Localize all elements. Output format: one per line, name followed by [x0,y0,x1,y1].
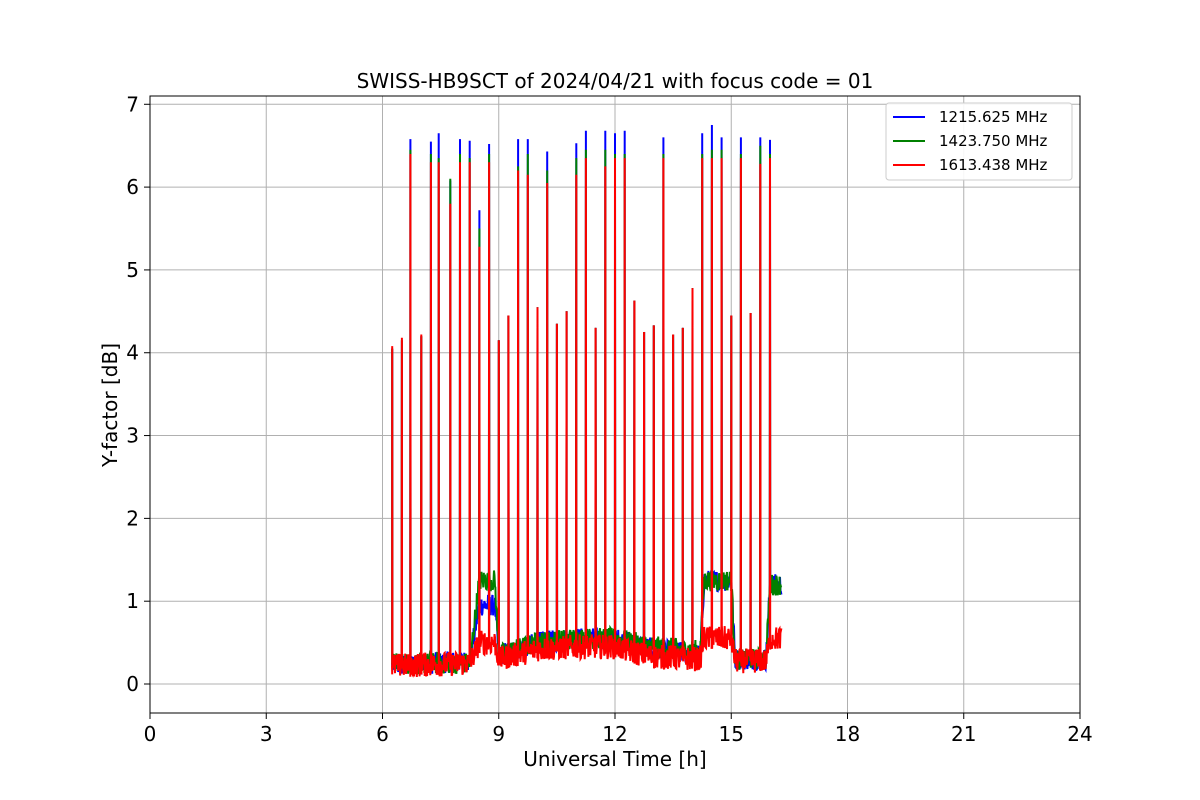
legend-label: 1215.625 MHz [939,108,1048,126]
plot-area [391,124,783,678]
x-tick-label: 9 [492,722,505,746]
chart-title: SWISS-HB9SCT of 2024/04/21 with focus co… [357,69,874,93]
series-line [391,153,783,678]
y-tick-label: 3 [126,424,139,448]
y-tick-label: 0 [126,672,139,696]
x-tick-label: 24 [1067,722,1092,746]
legend-label: 1613.438 MHz [939,156,1048,174]
y-tick-label: 6 [126,175,139,199]
y-tick-label: 4 [126,341,139,365]
x-tick-label: 3 [260,722,273,746]
x-tick-label: 18 [835,722,860,746]
y-tick-label: 5 [126,258,139,282]
legend-box [885,102,1073,181]
legend: 1215.625 MHz 1423.750 MHz 1613.438 MHz [885,102,1073,181]
y-tick-label: 2 [126,506,139,530]
y-axis: 0 1 2 3 4 5 6 7 [126,92,150,696]
x-tick-label: 12 [602,722,627,746]
legend-label: 1423.750 MHz [939,132,1048,150]
y-tick-label: 1 [126,589,139,613]
x-axis-label: Universal Time [h] [523,747,706,771]
x-tick-label: 15 [719,722,744,746]
x-axis: 0 3 6 9 12 15 18 21 24 [144,713,1093,746]
x-tick-label: 21 [951,722,976,746]
y-axis-label: Y-factor [dB] [98,343,122,468]
y-tick-label: 7 [126,92,139,116]
x-tick-label: 6 [376,722,389,746]
x-tick-label: 0 [144,722,157,746]
